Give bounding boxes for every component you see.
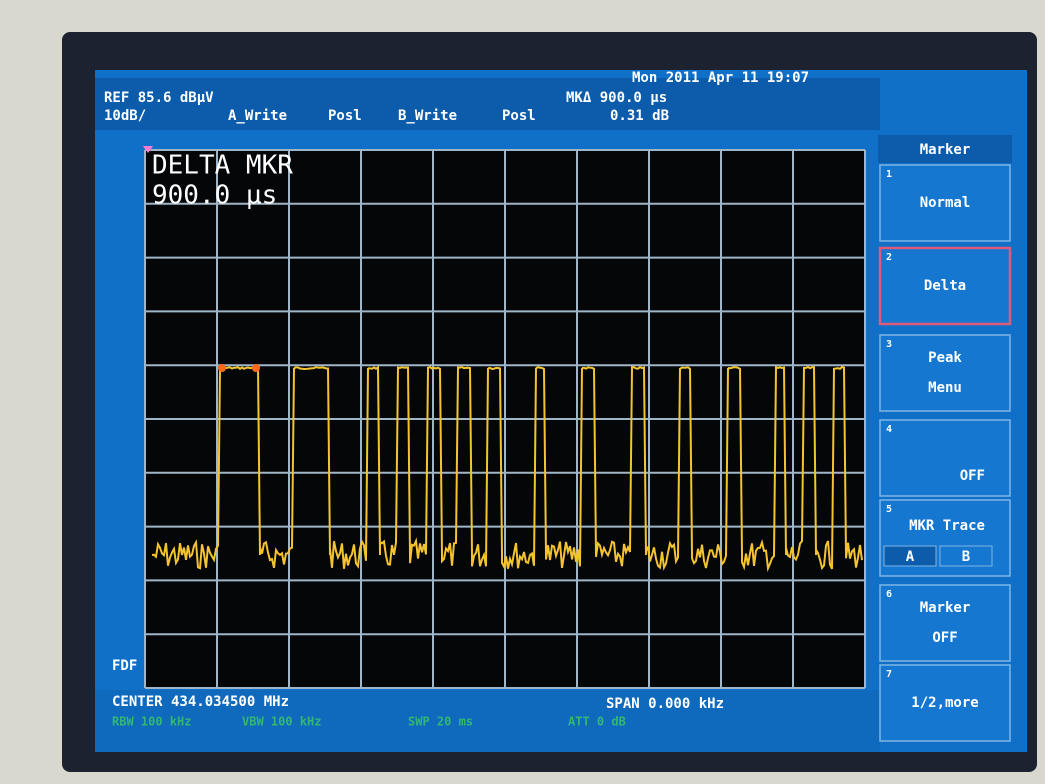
softkey[interactable] [878,246,1012,326]
softkey[interactable] [879,664,1011,742]
softkey-title-bg [878,135,1012,163]
softkey-number: 4 [886,424,892,435]
softkey-number: 5 [886,504,892,515]
marker-delta-level: 0.31 dB [610,108,669,124]
softkey[interactable] [879,334,1011,412]
footer-band [95,690,880,752]
softkey-label: OFF [960,468,985,484]
marker-ref [218,364,226,372]
marker-delta [252,364,260,372]
trace [151,365,863,573]
softkey-label: MKR Trace [909,518,985,534]
trace-a: A_Write [228,108,287,124]
center-frequency: CENTER 434.034500 MHz [112,694,289,710]
softkey-number: 3 [886,339,892,350]
trace-b-mode: Posl [502,108,536,124]
trace-b: B_Write [398,108,457,124]
scale: 10dB/ [104,108,146,124]
setting: SWP 20 ms [408,715,473,729]
softkey-label: Menu [928,380,962,396]
softkey-number: 2 [886,252,892,263]
softkey-option-label: B [962,549,970,565]
span: SPAN 0.000 kHz [606,696,724,712]
softkey-label: Peak [928,350,962,366]
softkey[interactable] [879,584,1011,662]
softkey[interactable] [879,419,1011,497]
marker-value: 900.0 µs [152,181,277,211]
softkey-label: OFF [932,630,957,646]
header-band [95,78,880,130]
softkey-label: Normal [920,195,971,211]
setting: RBW 100 kHz [112,715,191,729]
softkey-label: 1/2,more [911,695,978,711]
trigger-indicator [143,146,153,153]
softkey-label: Delta [924,278,966,294]
datetime: Mon 2011 Apr 11 19:07 [632,70,809,86]
grid [144,149,866,689]
setting: ATT 0 dB [568,715,626,729]
trace-a-mode: Posl [328,108,362,124]
ref-level: REF 85.6 dBµV [104,90,214,106]
softkey-title: Marker [920,142,971,158]
softkey-number: 1 [886,169,892,180]
softkey-option[interactable] [939,545,993,567]
softkey[interactable] [879,164,1011,242]
softkey-number: 7 [886,669,892,680]
softkey-option-label: A [906,549,915,565]
side-label: FDF [112,658,137,674]
softkey-number: 6 [886,589,892,600]
marker-title: DELTA MKR [152,151,293,181]
setting: VBW 100 kHz [242,715,321,729]
softkey-label: Marker [920,600,971,616]
softkey-option[interactable] [883,545,937,567]
marker-delta-time: MKΔ 900.0 µs [566,90,667,106]
